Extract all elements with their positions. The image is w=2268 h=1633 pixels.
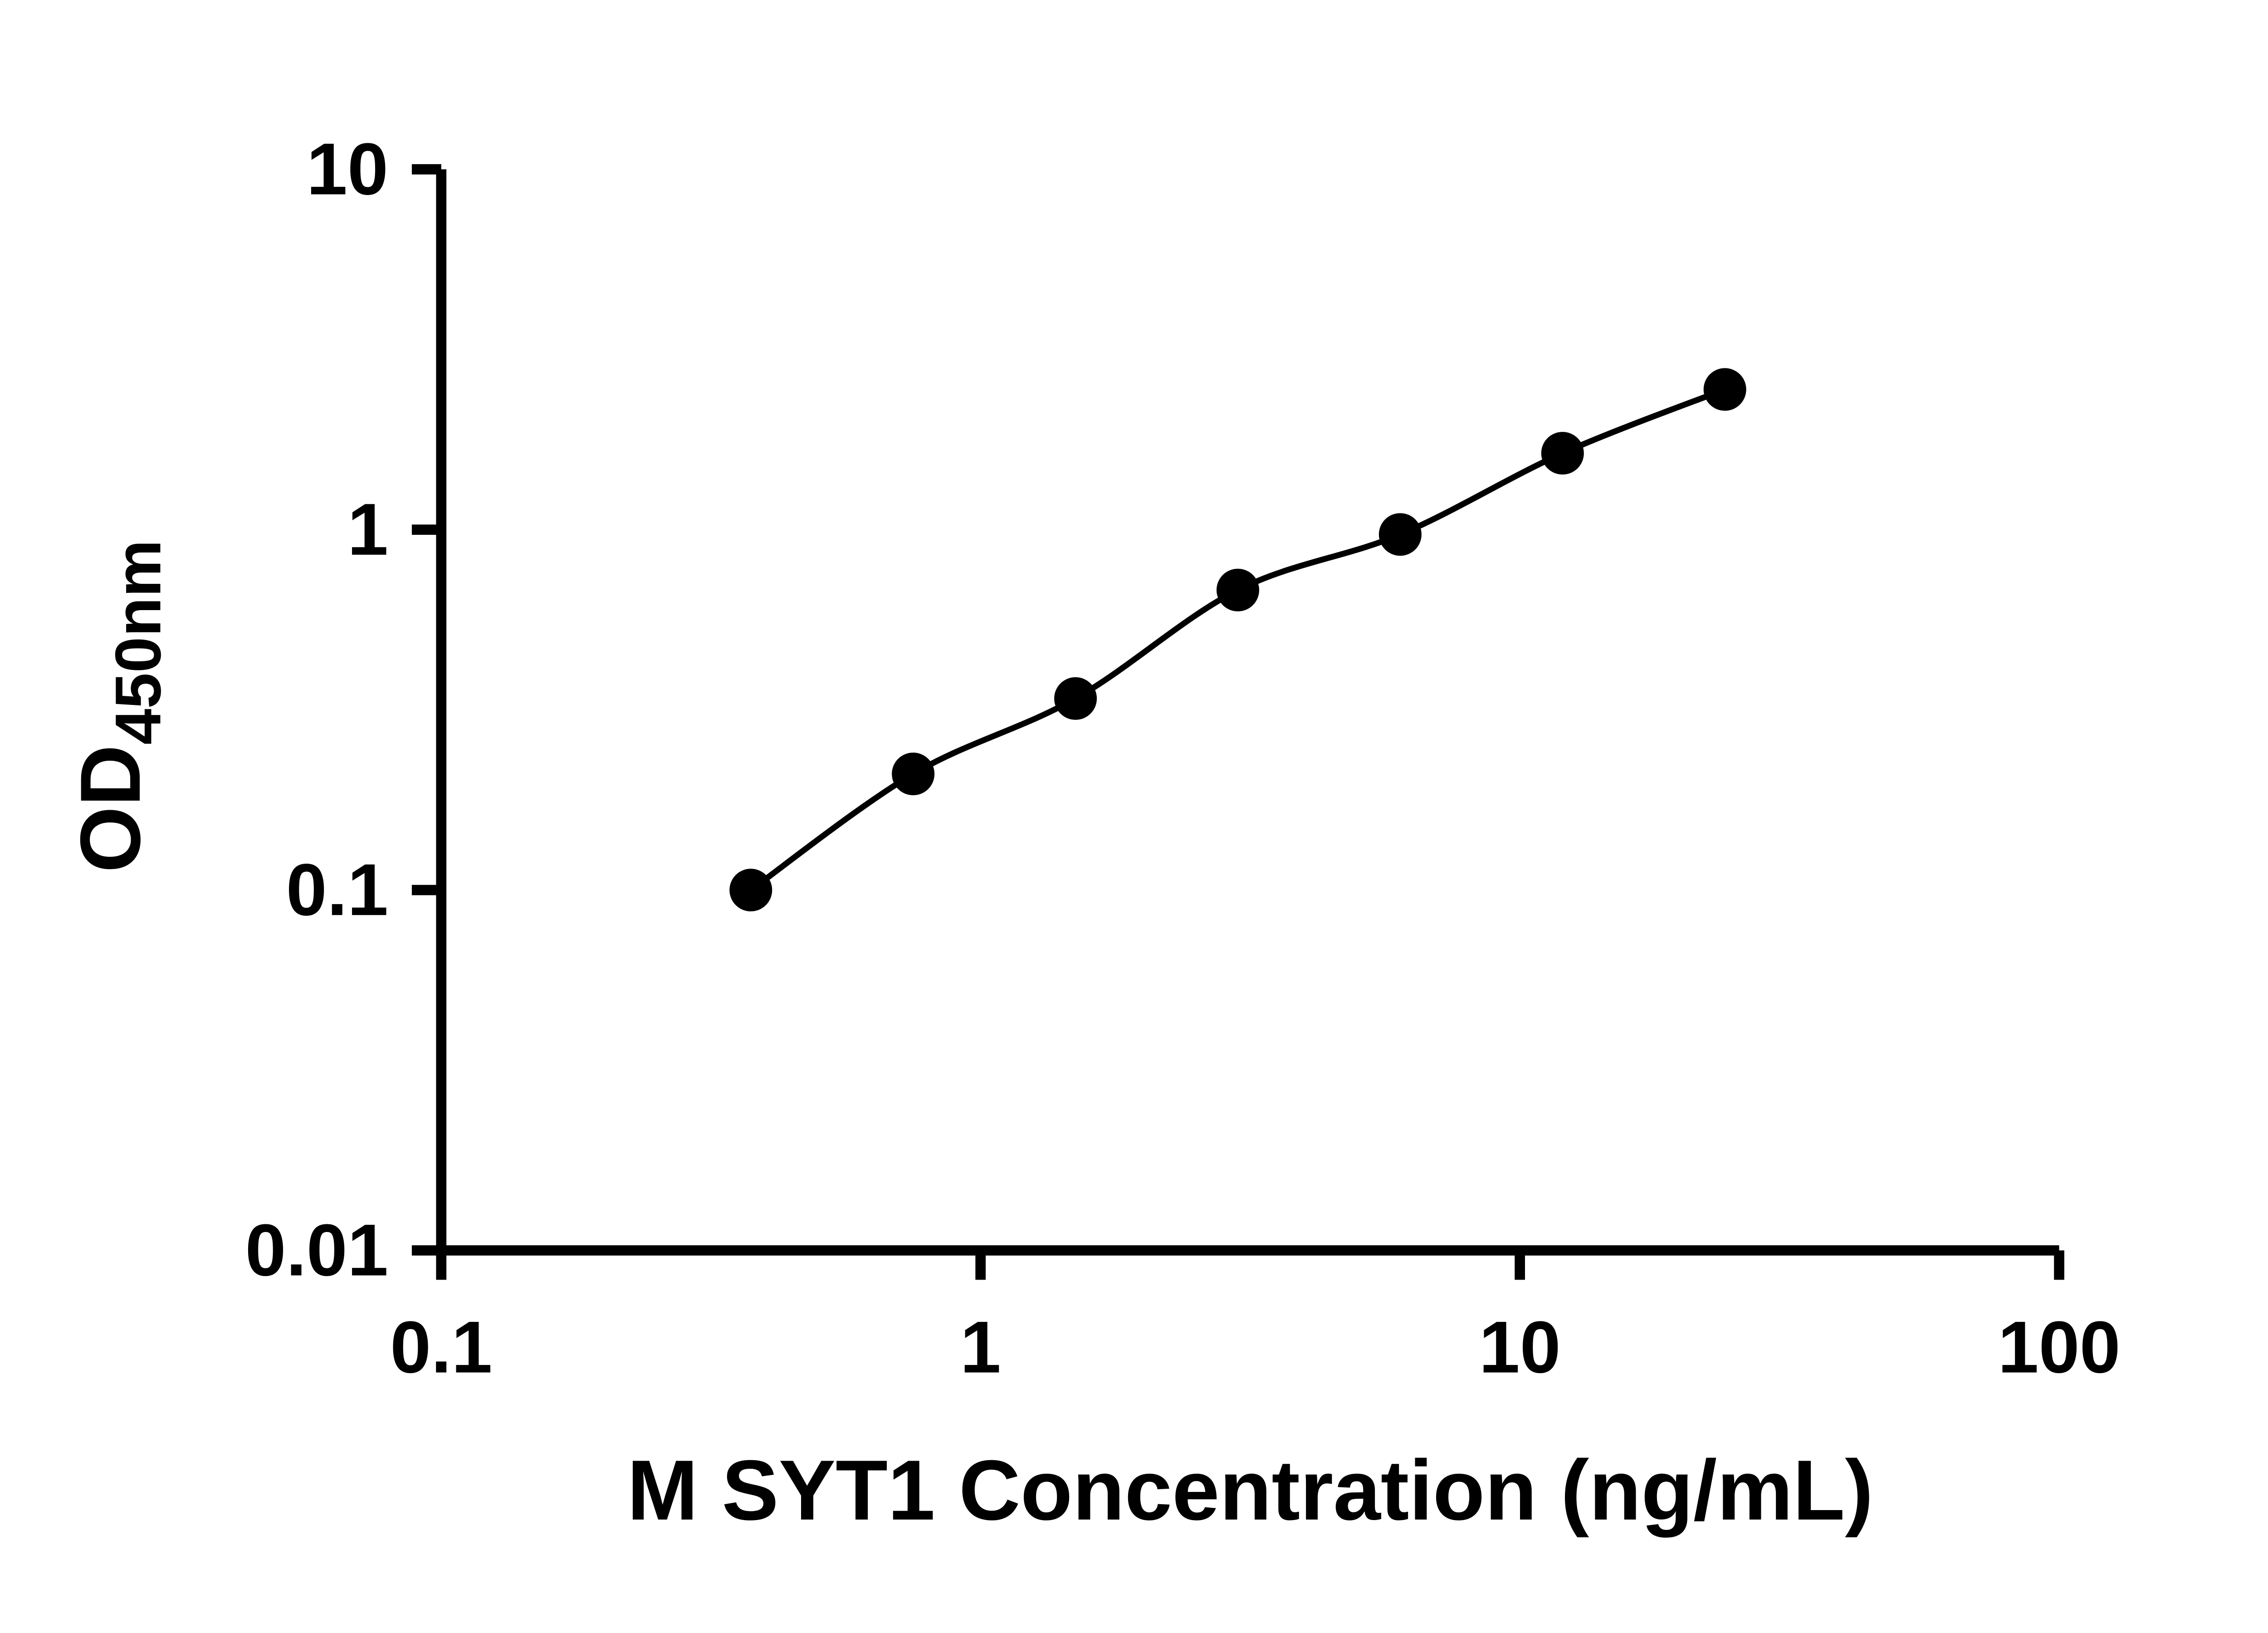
x-tick-label: 1	[960, 1306, 1001, 1389]
x-tick-label: 100	[1998, 1306, 2120, 1389]
data-point	[892, 753, 935, 796]
x-tick-label: 0.1	[390, 1306, 492, 1389]
y-axis-label-main: OD	[63, 745, 158, 873]
y-tick-label: 0.1	[286, 849, 388, 931]
y-tick-label: 1	[347, 489, 388, 571]
y-axis-label-subscript: 450nm	[102, 540, 174, 745]
data-point	[729, 869, 772, 912]
data-point	[1216, 568, 1259, 611]
y-tick-label: 10	[307, 128, 388, 210]
y-axis-label: OD450nm	[63, 540, 174, 873]
axis-spine	[436, 169, 2059, 1256]
data-point	[1054, 677, 1097, 720]
data-point	[1703, 368, 1746, 411]
data-point	[1378, 513, 1422, 556]
y-tick-label: 0.01	[245, 1209, 389, 1291]
data-point	[1541, 432, 1584, 475]
x-tick-label: 10	[1479, 1306, 1560, 1389]
x-axis-label: M SYT1 Concentration (ng/mL)	[627, 1442, 1873, 1538]
